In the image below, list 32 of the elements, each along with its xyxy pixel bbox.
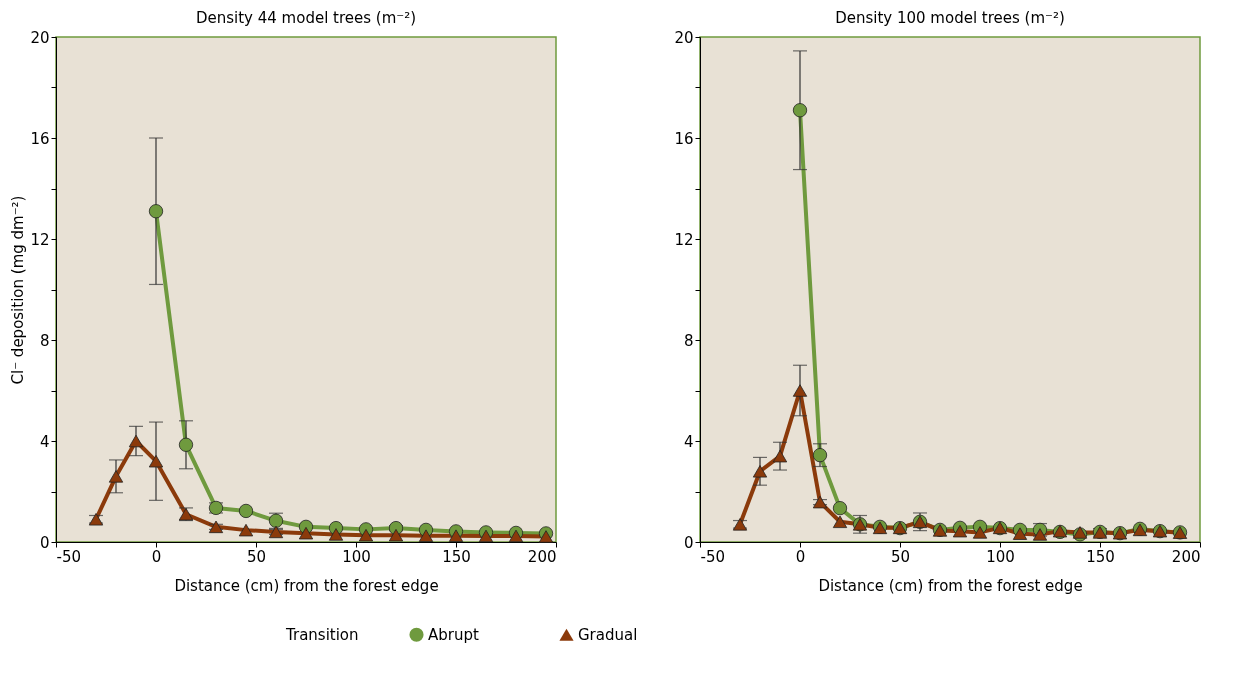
x-tick-label: 150 [1086,547,1115,566]
x-axis-title: Distance (cm) from the forest edge [174,576,439,595]
y-tick-label: 16 [30,129,50,148]
x-tick-label: 50 [890,547,911,566]
y-tick-label: 0 [683,533,694,552]
chart-title: Density 44 model trees (m⁻²) [195,9,417,27]
y-tick-label: 12 [674,230,694,249]
y-tick-label: 0 [39,533,50,552]
y-tick-label: 8 [39,331,50,350]
x-tick-label: 100 [986,547,1015,566]
x-tick-label: -50 [700,547,725,566]
x-tick-label: 0 [151,547,162,566]
x-tick-label: 200 [1171,547,1201,566]
y-tick-label: 16 [674,129,694,148]
x-tick-label: 150 [442,547,471,566]
x-tick-label: 0 [795,547,806,566]
y-tick-label: 20 [30,28,50,47]
x-tick-label: 200 [527,547,557,566]
x-tick-label: 100 [342,547,371,566]
y-tick-label: 8 [683,331,694,350]
y-tick-label: 12 [30,230,50,249]
y-tick-label: 20 [674,28,694,47]
x-axis-title: Distance (cm) from the forest edge [818,576,1083,595]
x-tick-label: 50 [246,547,267,566]
legend-title: Transition [285,626,359,644]
y-tick-label: 4 [39,432,50,451]
y-tick-label: 4 [683,432,694,451]
x-tick-label: -50 [56,547,81,566]
y-axis-title: Cl⁻ deposition (mg dm⁻²) [9,195,28,385]
legend-label: Abrupt [428,625,479,644]
chart-title: Density 100 model trees (m⁻²) [835,9,1065,27]
legend-label: Gradual [578,625,638,644]
